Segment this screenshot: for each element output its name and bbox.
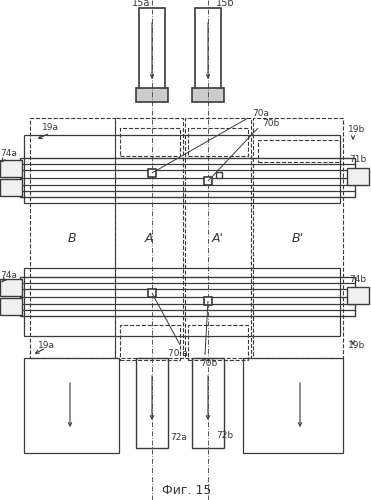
Text: 70b: 70b — [200, 358, 217, 368]
Bar — [188, 325, 248, 360]
Text: 70a: 70a — [252, 108, 269, 118]
Text: 19a: 19a — [38, 340, 55, 349]
Text: 74b: 74b — [349, 276, 366, 284]
Text: 15b: 15b — [216, 0, 234, 8]
Text: 71b: 71b — [349, 154, 366, 164]
Bar — [20, 277, 355, 316]
Text: A': A' — [212, 232, 224, 244]
Bar — [258, 140, 340, 162]
Bar — [0, 298, 22, 315]
Text: 72b: 72b — [216, 432, 233, 440]
Bar — [192, 358, 224, 448]
Text: B: B — [68, 232, 76, 244]
Text: B': B' — [292, 232, 304, 244]
Bar — [136, 358, 168, 448]
Bar — [30, 118, 115, 358]
Bar — [216, 172, 222, 178]
Bar — [195, 8, 221, 100]
Bar — [136, 88, 168, 102]
Bar — [243, 358, 343, 453]
Bar — [0, 279, 22, 296]
Bar — [115, 118, 183, 358]
Bar — [204, 177, 212, 185]
Bar — [192, 88, 224, 102]
Bar — [120, 128, 180, 156]
Text: A: A — [145, 232, 153, 244]
Bar — [24, 135, 340, 203]
Text: 19b: 19b — [348, 126, 365, 134]
Bar — [347, 168, 369, 185]
Text: 19b: 19b — [348, 340, 365, 349]
Text: 15a: 15a — [132, 0, 150, 8]
Bar — [120, 325, 180, 360]
Bar — [253, 118, 343, 358]
Bar — [20, 158, 355, 197]
Bar — [24, 358, 119, 453]
Text: Фиг. 15: Фиг. 15 — [162, 484, 212, 496]
Bar — [204, 297, 212, 305]
Text: 74a: 74a — [0, 270, 17, 280]
Text: 19a: 19a — [42, 124, 59, 132]
Bar — [347, 287, 369, 304]
Text: 70 a: 70 a — [168, 348, 188, 358]
Bar — [139, 8, 165, 100]
Bar — [0, 179, 22, 196]
Bar — [148, 169, 156, 177]
Bar — [24, 268, 340, 336]
Bar — [185, 118, 251, 358]
Bar — [188, 128, 248, 156]
Text: 70b: 70b — [262, 120, 279, 128]
Text: 74a: 74a — [0, 150, 17, 158]
Bar — [148, 289, 156, 297]
Bar — [0, 160, 22, 177]
Text: 72a: 72a — [170, 434, 187, 442]
